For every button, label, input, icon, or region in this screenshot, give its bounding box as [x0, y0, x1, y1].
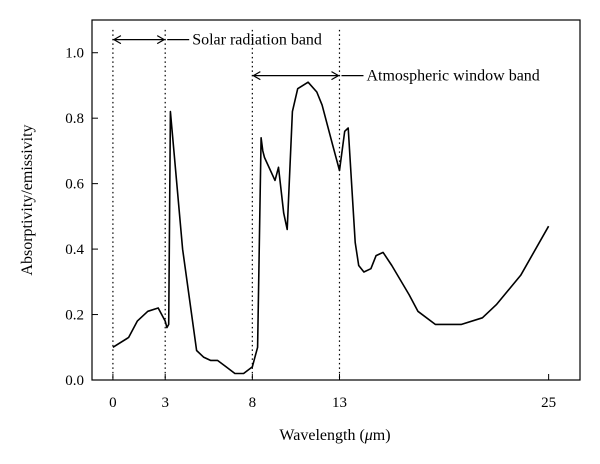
y-tick-label: 0.6: [65, 177, 84, 193]
band-label: Solar radiation band: [192, 32, 322, 49]
arrow-head-right: [331, 71, 340, 81]
y-tick-label: 0.8: [65, 111, 84, 127]
arrow-head-left: [112, 35, 122, 45]
band-annotation: Solar radiation band: [112, 32, 322, 49]
x-tick-label: 13: [332, 395, 347, 411]
arrow-head-right: [156, 35, 166, 45]
y-axis: 0.0 0.2 0.4 0.6 0.8 1.0: [65, 46, 98, 389]
x-axis-title: Wavelength (μm): [279, 427, 390, 444]
x-tick-label: 3: [161, 395, 169, 411]
y-axis-title: Absorptivity/emissivity: [19, 124, 36, 275]
x-axis: 0 3 8 13 25: [109, 374, 556, 411]
x-tick-label: 0: [109, 395, 117, 411]
y-tick-label: 0.0: [65, 373, 84, 389]
y-tick-label: 0.2: [65, 308, 84, 324]
plot-frame: [91, 19, 581, 381]
y-tick-label: 1.0: [65, 46, 84, 62]
arrow-head-left: [252, 71, 261, 81]
band-annotations: Solar radiation band Atmospheric window b…: [112, 32, 540, 85]
band-annotation: Atmospheric window band: [252, 68, 540, 85]
x-tick-label: 25: [541, 395, 556, 411]
reference-lines: [112, 29, 341, 380]
y-tick-label: 0.4: [65, 242, 84, 258]
band-label: Atmospheric window band: [366, 68, 539, 85]
absorptivity-curve: [112, 81, 550, 375]
x-tick-label: 8: [249, 395, 257, 411]
